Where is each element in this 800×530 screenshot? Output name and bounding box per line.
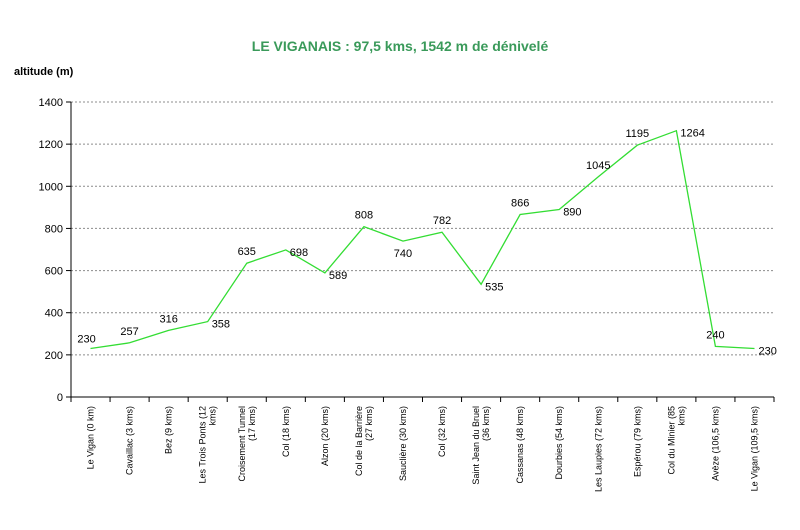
data-label: 230 — [77, 334, 95, 346]
x-tick-label: Croisement Tunnel(17 kms) — [237, 406, 257, 482]
data-label: 535 — [485, 281, 503, 293]
y-tick-label: 1200 — [39, 139, 63, 151]
data-label: 230 — [758, 346, 776, 358]
data-label: 890 — [563, 206, 581, 218]
y-tick-label: 400 — [45, 308, 63, 320]
data-label: 589 — [329, 270, 347, 282]
data-label: 740 — [394, 248, 412, 260]
data-label: 808 — [355, 210, 373, 222]
x-tick-label: Col de la Barrière(27 kms) — [354, 406, 374, 476]
x-tick-label: Dourbies (54 kms) — [554, 406, 564, 480]
y-tick-label: 200 — [45, 350, 63, 362]
x-tick-label: Les Laupies (72 kms) — [593, 406, 603, 492]
data-label: 1195 — [625, 128, 649, 140]
x-tick-label: Les Trois Ponts (12kms) — [198, 406, 218, 484]
y-axis-label: altitude (m) — [14, 66, 74, 78]
x-tick-label: Alzon (20 kms) — [320, 406, 330, 466]
x-tick-label: Col du Minier (85kms) — [666, 406, 686, 475]
data-label: 358 — [212, 319, 230, 331]
data-label: 635 — [238, 246, 256, 258]
x-tick-label: Le Vigan (109,5 kms) — [749, 406, 759, 491]
data-label: 1045 — [586, 160, 610, 172]
data-label: 782 — [433, 215, 451, 227]
x-tick-label: Cassanas (48 kms) — [515, 406, 525, 484]
data-label: 698 — [290, 247, 308, 259]
x-tick-label: Sauclière (30 kms) — [398, 406, 408, 481]
data-label: 1264 — [680, 128, 704, 140]
series-line-altitude — [90, 129, 755, 350]
x-tick-label: Avèze (106,5 kms) — [710, 406, 720, 481]
data-label: 866 — [511, 198, 529, 210]
y-tick-label: 600 — [45, 266, 63, 278]
y-tick-label: 800 — [45, 223, 63, 235]
data-label: 240 — [706, 329, 724, 341]
x-tick-label: Cavaillac (3 kms) — [125, 406, 135, 475]
data-label: 316 — [159, 313, 177, 325]
x-tick-label: Saint Jean du Bruel(36 kms) — [471, 406, 491, 485]
chart-title: LE VIGANAIS : 97,5 kms, 1542 m de dénive… — [251, 38, 549, 54]
x-tick-label: Col (18 kms) — [281, 406, 291, 457]
y-tick-label: 0 — [57, 392, 63, 404]
y-tick-label: 1400 — [39, 97, 63, 109]
x-tick-label: Espérou (79 kms) — [632, 406, 642, 477]
x-tick-label: Col (32 kms) — [437, 406, 447, 457]
data-label: 257 — [120, 326, 138, 338]
y-tick-label: 1000 — [39, 181, 63, 193]
x-tick-label: Le Vigan (0 km) — [86, 406, 96, 469]
x-tick-label: Bez (9 kms) — [164, 406, 174, 454]
